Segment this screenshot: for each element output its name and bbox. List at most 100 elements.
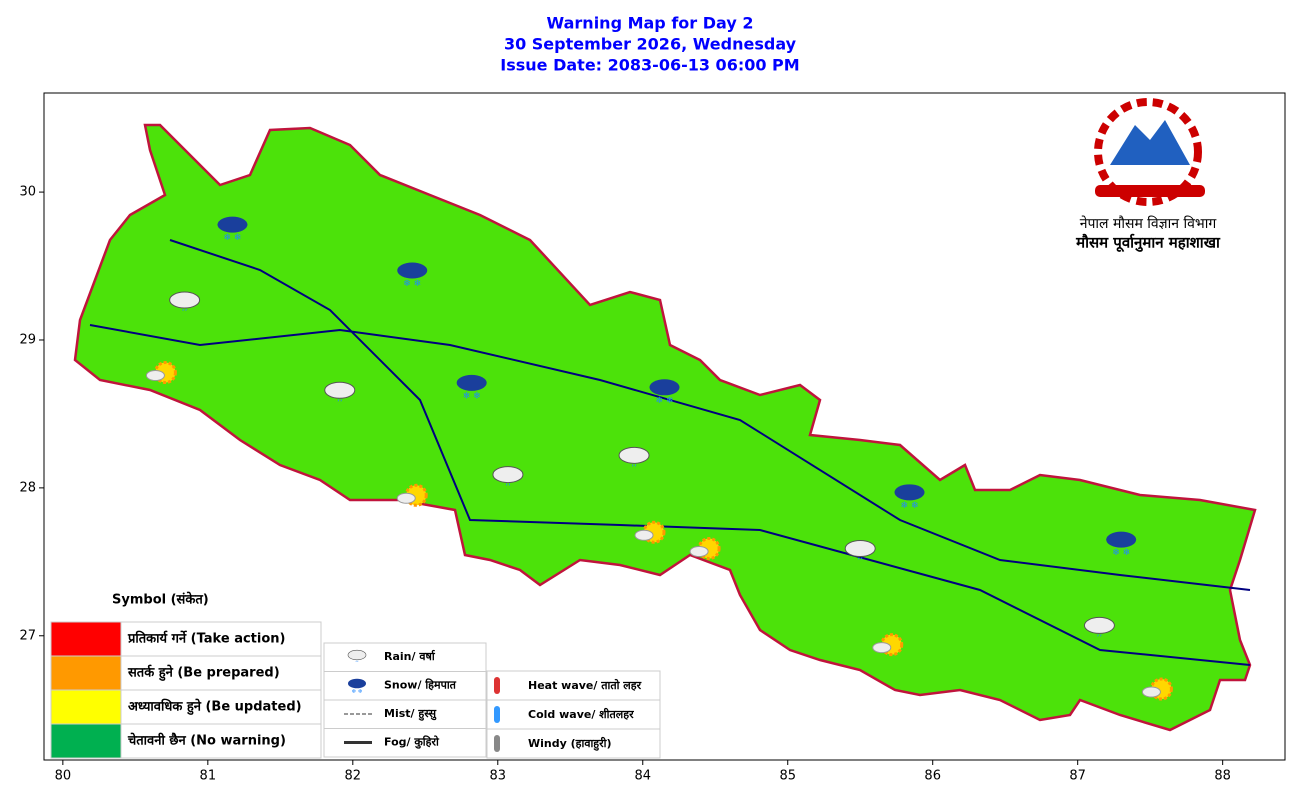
level-label: चेतावनी छैन (No warning)	[127, 733, 286, 749]
title: Warning Map for Day 2	[547, 14, 754, 33]
weather-symbol: ❄ ❄	[649, 379, 680, 406]
level-swatch	[50, 655, 122, 691]
cloud	[844, 540, 876, 558]
legend-cell	[486, 699, 661, 730]
weather-symbol: ❄ ❄	[397, 262, 428, 289]
weather-symbol: ❄ ❄	[1106, 531, 1137, 558]
cloud	[1083, 616, 1115, 634]
weather-symbol	[396, 483, 428, 507]
level-label: प्रतिकार्य गर्ने (Take action)	[127, 631, 285, 647]
legend-icon	[494, 706, 500, 723]
province-boundary	[169, 239, 1251, 666]
title: 30 September 2026, Wednesday	[504, 35, 797, 54]
logo-text: नेपाल मौसम विज्ञान विभाग	[1080, 215, 1218, 232]
cloud	[396, 492, 416, 504]
weather-symbol	[1141, 677, 1173, 701]
legend-label: Mist/ हुस्सु	[384, 707, 437, 721]
drops: ʼʼ	[1097, 634, 1103, 644]
legend-icon	[494, 735, 500, 752]
weather-symbol	[145, 361, 177, 385]
level-swatch	[50, 723, 122, 759]
legend-icon: ʼʼ	[347, 649, 367, 666]
cloud	[145, 370, 165, 382]
level-swatch	[50, 621, 122, 657]
legend-label: Snow/ हिमपात	[384, 678, 457, 692]
weather-symbol: ʼʼ	[169, 291, 201, 319]
weather-symbol: ❄ ❄	[217, 216, 248, 243]
legend-label: Rain/ वर्षा	[384, 649, 436, 663]
cloud	[872, 642, 892, 654]
level-label: सतर्क हुने (Be prepared)	[127, 665, 280, 682]
drops: ʼʼ	[631, 464, 637, 474]
weather-symbol: ʼʼ	[1083, 616, 1115, 644]
drops: ʼʼ	[182, 309, 188, 319]
logo-text: मौसम पूर्वानुमान महाशाखा	[1075, 234, 1221, 253]
x-tick-label: 88	[1214, 769, 1231, 784]
y-tick-label: 30	[19, 185, 36, 200]
cloud	[1141, 686, 1161, 698]
flakes: ❄ ❄	[1112, 548, 1130, 558]
drops: ʼʼ	[505, 483, 511, 493]
x-tick-label: 84	[634, 769, 651, 784]
weather-symbol: ❄ ❄	[456, 374, 487, 401]
drops: ʼʼ	[857, 557, 863, 567]
level-cell	[120, 621, 322, 657]
legend-title: Symbol (संकेत)	[112, 592, 209, 608]
weather-symbol: ʼʼ	[618, 446, 650, 474]
x-tick-label: 86	[924, 769, 941, 784]
cloud	[324, 381, 356, 399]
flakes: ❄ ❄	[223, 233, 241, 243]
legend-icon: ❄ ❄	[348, 678, 366, 695]
country-shape	[73, 123, 1257, 732]
x-tick-label: 85	[779, 769, 796, 784]
cloud	[634, 529, 654, 541]
legend-label: Cold wave/ शीतलहर	[528, 707, 634, 721]
weather-symbol: ʼʼ	[324, 381, 356, 409]
y-tick-label: 28	[19, 480, 36, 495]
weather-symbol: ʼʼ	[492, 466, 524, 493]
level-cell	[120, 723, 322, 759]
drops: ʼʼ	[355, 659, 359, 666]
y-tick-label: 27	[19, 628, 36, 643]
legend-cell	[486, 728, 661, 759]
title: Issue Date: 2083-06-13 06:00 PM	[500, 56, 799, 75]
level-cell	[120, 655, 322, 691]
legend-cell	[486, 670, 661, 701]
legend-icon	[494, 677, 500, 694]
legend-label: Fog/ कुहिरो	[384, 735, 440, 750]
x-tick-label: 80	[55, 769, 72, 784]
drops: ʼʼ	[337, 399, 343, 409]
legend-label: Heat wave/ तातो लहर	[528, 678, 642, 692]
level-label: अध्यावधिक हुने (Be updated)	[128, 699, 302, 716]
flakes: ❄ ❄	[403, 279, 421, 289]
cloud	[689, 546, 709, 558]
flakes: ❄ ❄	[901, 501, 919, 511]
weather-symbol: ʼʼ	[844, 540, 876, 567]
y-tick-label: 29	[19, 332, 36, 347]
x-tick-label: 81	[200, 769, 217, 784]
level-swatch	[50, 689, 122, 725]
flakes: ❄ ❄	[656, 396, 674, 406]
weather-symbol	[634, 520, 666, 544]
cloud	[348, 678, 366, 689]
level-cell	[120, 689, 322, 725]
cloud	[217, 216, 248, 233]
logo: नेपाल मौसम विज्ञान विभाग मौसम पूर्वानुमा…	[1075, 98, 1221, 253]
x-tick-label: 83	[490, 769, 507, 784]
cloud	[397, 262, 428, 279]
cloud	[649, 379, 680, 396]
cloud	[1106, 531, 1137, 548]
weather-symbol: ❄ ❄	[894, 484, 925, 511]
weather-symbol	[689, 537, 721, 561]
flakes: ❄ ❄	[463, 391, 481, 401]
cloud	[618, 446, 650, 464]
x-tick-label: 82	[345, 769, 362, 784]
cloud	[456, 374, 487, 391]
legend-label: Windy (हावाहुरी)	[528, 736, 612, 751]
cloud	[894, 484, 925, 501]
province-boundary	[89, 324, 1251, 591]
weather-symbol	[872, 633, 904, 657]
x-tick-label: 87	[1069, 769, 1086, 784]
cloud	[347, 649, 367, 661]
